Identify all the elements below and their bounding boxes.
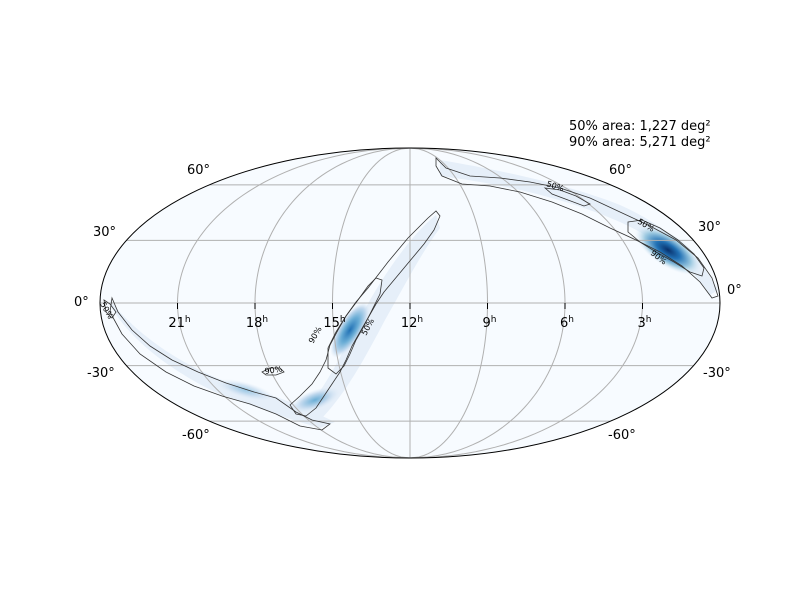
ra-label: 15h [323, 315, 345, 331]
ra-label-unit: h [646, 315, 652, 325]
ra-label-unit: h [185, 315, 191, 325]
ra-label-hours: 6 [560, 316, 568, 331]
ra-label-hours: 21 [168, 316, 185, 331]
ra-label: 3h [638, 315, 652, 331]
sky-outline [99, 147, 721, 459]
contour-label-90-island: 90% [264, 365, 283, 376]
ra-label: 9h [483, 315, 497, 331]
lat-label-60s-right: -60° [608, 428, 636, 443]
ra-label-unit: h [417, 315, 423, 325]
credible-contours [103, 157, 719, 431]
latitude-labels: 60° 60° 30° 30° 0° 0° -30° -30° -60° -60… [74, 163, 742, 443]
lat-label-0-right: 0° [727, 283, 742, 298]
ra-label-hours: 9 [483, 316, 491, 331]
lat-label-30s-right: -30° [703, 366, 731, 381]
lat-label-30s-left: -30° [87, 366, 115, 381]
credible-area-90-label: 90% area: 5,271 deg² [569, 135, 711, 150]
ra-label-hours: 12 [401, 316, 418, 331]
ra-label-unit: h [491, 315, 497, 325]
ra-label: 21h [168, 315, 190, 331]
ra-label: 12h [401, 315, 423, 331]
lat-label-60s-left: -60° [182, 428, 210, 443]
ra-label: 6h [560, 315, 574, 331]
ra-label-hours: 18 [246, 316, 263, 331]
ra-label: 18h [246, 315, 268, 331]
lat-label-0-left: 0° [74, 295, 89, 310]
credible-area-50-label: 50% area: 1,227 deg² [569, 119, 711, 134]
ra-label-hours: 15 [323, 316, 340, 331]
ra-label-unit: h [568, 315, 574, 325]
ra-label-unit: h [262, 315, 268, 325]
lat-label-60n-right: 60° [609, 163, 632, 178]
lat-label-30n-left: 30° [93, 225, 116, 240]
lat-label-30n-right: 30° [698, 220, 721, 235]
ra-labels: 21h 18h 15h 12h 9h 6h 3h [168, 303, 652, 331]
lat-label-60n-left: 60° [187, 163, 210, 178]
ra-label-hours: 3 [638, 316, 646, 331]
ra-label-unit: h [340, 315, 346, 325]
